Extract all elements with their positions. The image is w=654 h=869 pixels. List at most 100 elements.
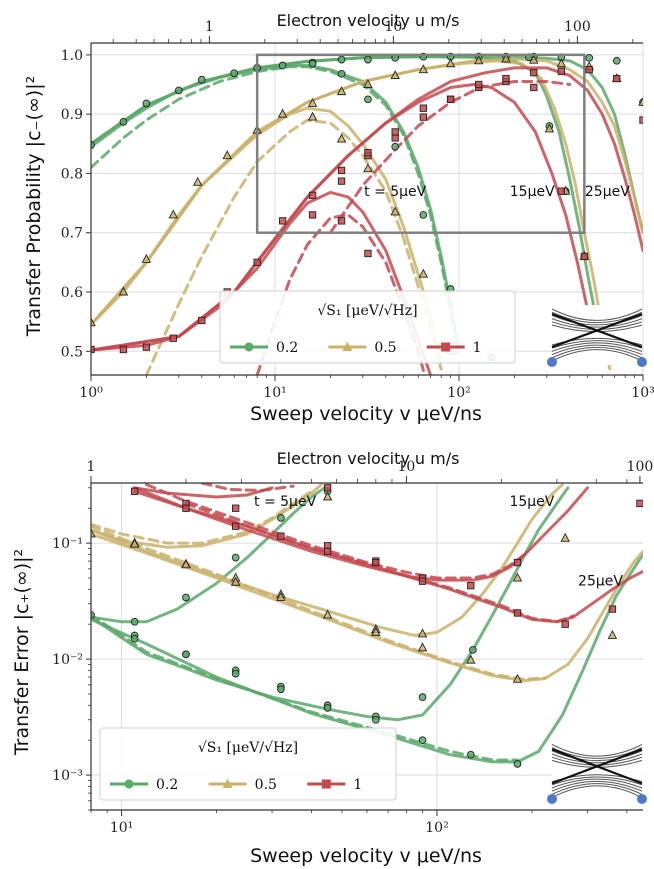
series-0.2-dash-line [91, 65, 461, 359]
top-panel-xlabel: Sweep velocity v μeV/ns [250, 403, 482, 425]
point-square [232, 504, 240, 512]
inset-band-line [551, 311, 643, 324]
annotation-label: 25μeV [585, 184, 630, 200]
x-tick-label: 10¹ [263, 385, 286, 401]
inset-end-dot [637, 794, 647, 804]
point-square [419, 113, 427, 121]
point-triangle [417, 642, 428, 652]
bottom-panel-top-xlabel: Electron velocity u m/s [277, 449, 460, 468]
point-square [502, 74, 510, 83]
point-circle [371, 715, 380, 724]
point-square [513, 609, 522, 617]
bottom-panel-ylabel: Transfer Error |c₊(∞)|² [11, 549, 33, 756]
top-legend: √S₁ [μeV/√Hz] 0.2 0.5 1 [219, 290, 516, 364]
inset-band-diagram [547, 740, 647, 804]
point-triangle [501, 53, 511, 63]
y-tick-label: 10⁻¹ [52, 536, 83, 552]
bottom-panel-xlabel: Sweep velocity v μeV/ns [250, 845, 482, 867]
x-tick-label: 10² [425, 820, 448, 836]
bottom-markers [91, 484, 643, 768]
point-square [467, 581, 475, 590]
point-circle [130, 617, 139, 626]
inset-band-line [551, 318, 643, 328]
bottom-annotations: t = 5μeV 15μeV 25μeV [254, 494, 623, 590]
point-circle [91, 141, 95, 149]
inset-band-line [551, 778, 643, 789]
point-square [253, 258, 261, 267]
series-0.2-solid-line [91, 486, 570, 722]
inset-start-dot [547, 357, 557, 367]
inset-background [552, 740, 642, 802]
point-triangle [556, 58, 567, 68]
point-circle [277, 685, 285, 694]
x-tick-label: 10⁰ [79, 385, 103, 401]
top-panel-top-xlabel: Electron velocity u m/s [277, 11, 460, 30]
point-triangle [336, 86, 347, 96]
series-0.5-dash-line [91, 489, 313, 545]
inset-background [552, 305, 642, 365]
inset-band-line [551, 747, 643, 759]
point-triangle [181, 559, 191, 569]
inset-diabatic-line [551, 312, 643, 349]
legend-box [99, 727, 397, 801]
point-circle [308, 59, 317, 68]
inset-band-line [551, 776, 643, 786]
series-0.5-solid-line [91, 532, 643, 683]
point-square [337, 166, 346, 175]
point-square [277, 532, 285, 540]
series-0.5-dash-line [144, 118, 443, 375]
point-square [391, 134, 399, 142]
legend-label: 0.2 [156, 777, 178, 793]
point-circle [197, 75, 206, 84]
point-circle [119, 117, 128, 126]
y-tick-label: 10⁻² [52, 652, 83, 668]
top-tick-label: 1 [87, 459, 96, 475]
bottom-axes: 10⁻³ 10⁻² 10⁻¹ 10¹ 10² 1 10 100 [52, 459, 653, 836]
point-square [323, 484, 332, 492]
inset-band-diagram [547, 305, 647, 367]
point-triangle [418, 64, 429, 74]
inset-band-line [551, 785, 643, 799]
point-triangle [445, 58, 456, 68]
point-circle [277, 514, 285, 522]
top-tick-label: 1 [205, 19, 214, 35]
point-circle [323, 703, 332, 712]
series-1-solid-line [133, 486, 589, 582]
series-1-solid-line [91, 66, 643, 352]
point-circle [231, 669, 240, 678]
top-tick-label: 10 [397, 459, 415, 475]
y-tick-label: 0.5 [61, 344, 83, 360]
series-1-solid-line [133, 486, 274, 499]
annotation-label: 15μeV [509, 494, 554, 510]
legend-marker-circle [244, 342, 254, 352]
point-triangle [390, 206, 400, 216]
point-square [391, 128, 399, 136]
point-triangle [322, 609, 333, 619]
inset-band-line [551, 314, 643, 326]
point-square [557, 187, 566, 195]
point-square [475, 80, 483, 89]
inset-band-line [551, 308, 643, 321]
point-triangle [118, 286, 129, 296]
inset-band-line [551, 349, 643, 362]
annotation-label: t = 5μeV [254, 494, 317, 510]
point-square [323, 547, 332, 555]
y-tick-label: 1.0 [61, 48, 83, 64]
x-tick-label: 10³ [631, 385, 654, 401]
point-square [364, 249, 372, 258]
point-square [337, 177, 346, 185]
point-circle [612, 56, 621, 65]
point-circle [364, 55, 372, 64]
point-square [278, 217, 287, 225]
point-square [232, 522, 240, 530]
point-circle [182, 650, 190, 659]
y-tick-label: 10⁻³ [52, 768, 83, 784]
point-square [308, 211, 317, 219]
y-tick-label: 0.8 [61, 166, 83, 182]
top-annotations: t = 5μeV 15μeV 25μeV [364, 184, 630, 200]
inset-band-line [551, 783, 643, 795]
point-triangle [336, 133, 347, 143]
top-panel: t = 5μeV 15μeV 25μeV 0.5 0.6 0.7 0.8 0.9 1.0 10⁰… [23, 11, 654, 425]
inset-diabatic-line [551, 748, 643, 785]
